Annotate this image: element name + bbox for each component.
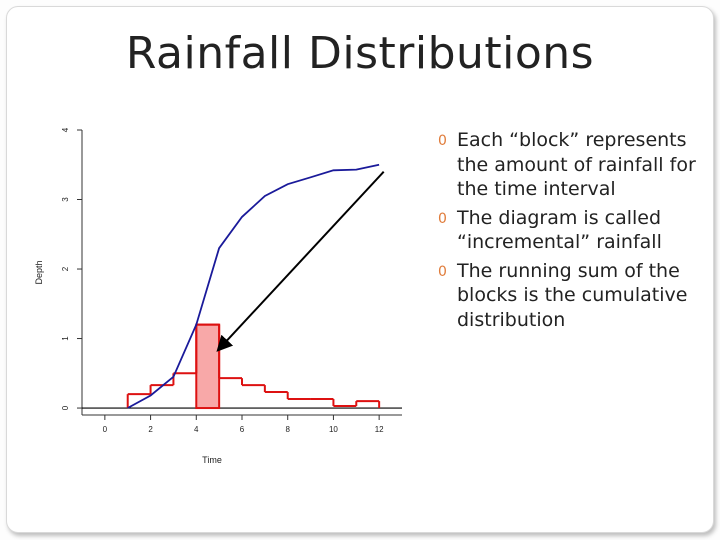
x-tick-label: 2 [148, 425, 153, 434]
bullet-list: 0 Each “block” represents the amount of … [438, 128, 698, 336]
bullet-marker: 0 [438, 133, 447, 149]
y-axis-label: Depth [34, 260, 44, 284]
y-tick-label: 4 [61, 127, 70, 132]
y-tick-label: 1 [61, 336, 70, 341]
bullet-item: 0 The running sum of the blocks is the c… [438, 259, 698, 333]
bullet-item: 0 Each “block” represents the amount of … [438, 128, 698, 202]
x-tick-label: 6 [240, 425, 245, 434]
bullet-item: 0 The diagram is called “incremental” ra… [438, 206, 698, 255]
bullet-marker: 0 [438, 210, 447, 227]
slide-frame [6, 6, 714, 533]
x-tick-label: 4 [194, 425, 199, 434]
x-tick-label: 8 [285, 425, 290, 434]
x-tick-label: 0 [103, 425, 108, 434]
rainfall-chart: 0 2 4 6 8 10 12 0 1 2 3 4 Time Depth [30, 125, 410, 470]
y-tick-label: 3 [61, 197, 70, 202]
x-tick-label: 12 [375, 425, 384, 434]
annotation-arrow [216, 171, 385, 352]
x-axis-label: Time [202, 455, 222, 465]
bullet-text: The running sum of the blocks is the cum… [457, 259, 688, 331]
cumulative-curve [127, 163, 380, 409]
bullet-text: Each “block” represents the amount of ra… [457, 129, 696, 200]
x-tick-label: 10 [329, 425, 338, 434]
y-tick-label: 2 [61, 266, 70, 271]
y-tick-label: 0 [61, 405, 70, 410]
bullet-marker: 0 [438, 263, 447, 280]
slide-title: Rainfall Distributions [125, 28, 595, 79]
bullet-text: The diagram is called “incremental” rain… [457, 206, 662, 254]
highlighted-block [195, 323, 221, 410]
